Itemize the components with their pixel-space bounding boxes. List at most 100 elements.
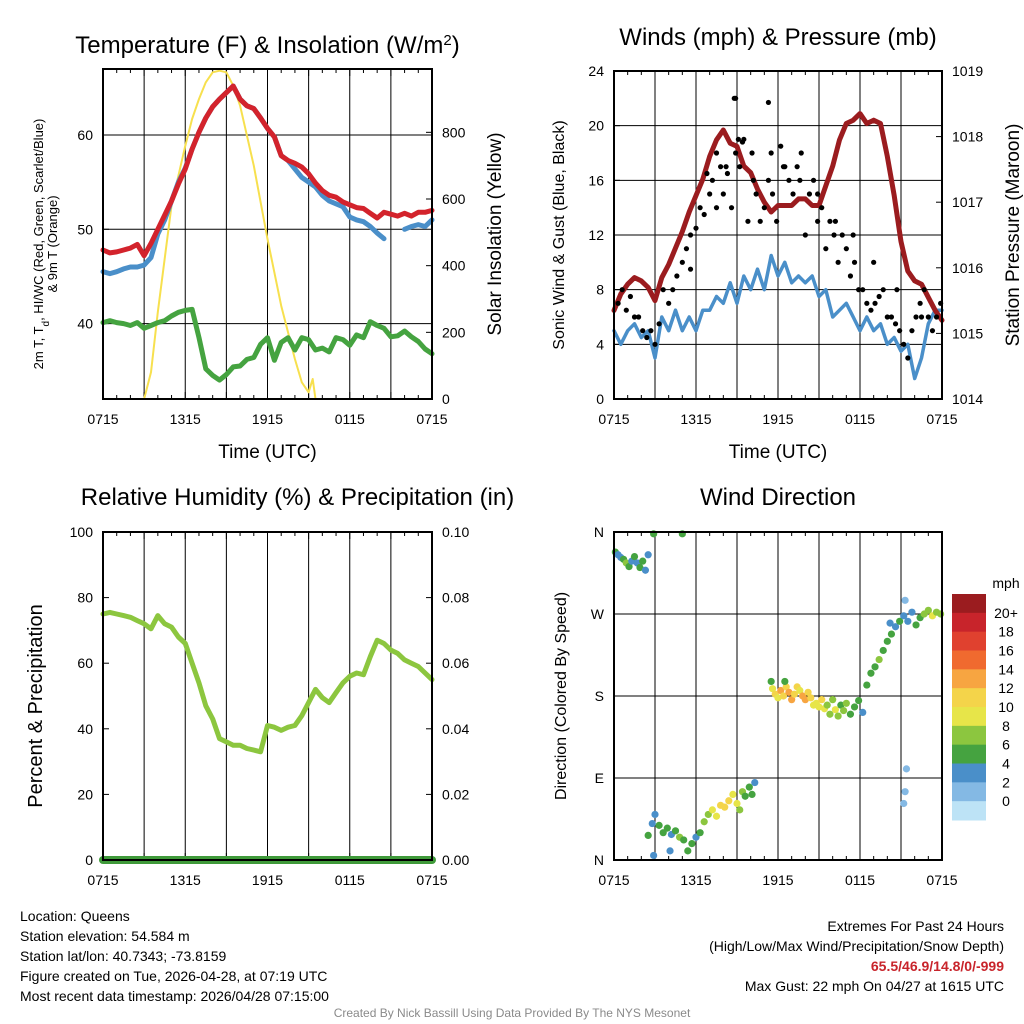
wind-direction-point <box>846 710 855 718</box>
gust-point <box>737 164 743 170</box>
y-axis-label-left: Direction (Colored By Speed) <box>553 592 570 800</box>
wind-direction-point <box>725 797 733 805</box>
gust-point <box>757 218 763 224</box>
gust-point <box>909 328 915 334</box>
station-elevation: Station elevation: 54.584 m <box>20 928 190 944</box>
gust-point <box>901 341 907 347</box>
gust-point <box>615 300 621 306</box>
gust-point <box>827 218 833 224</box>
wind-direction-point <box>671 827 680 835</box>
y-tick-label-left: N <box>594 524 604 540</box>
extremes-info: Extremes For Past 24 Hours (High/Low/Max… <box>709 916 1004 996</box>
gust-point <box>687 266 694 272</box>
wind-direction-point <box>781 677 789 686</box>
gust-point <box>871 259 877 265</box>
sonic-wind-line <box>612 253 944 381</box>
y-tick-label-right: 1018 <box>952 129 983 145</box>
y-tick-label-left: E <box>595 770 604 786</box>
wind-direction-point <box>782 683 790 691</box>
colorbar-label: 4 <box>1002 756 1010 772</box>
x-axis-label: Time (UTC) <box>218 442 317 463</box>
wind-direction-point <box>684 847 692 855</box>
gust-point <box>724 170 731 177</box>
plot-border <box>613 70 943 400</box>
y-tick-label-left: W <box>591 606 605 622</box>
x-tick-label: 1915 <box>252 411 283 427</box>
colorbar-label: 10 <box>998 699 1014 715</box>
gust-point <box>839 232 845 238</box>
wind-direction-point <box>901 788 909 796</box>
y-axis-label-left: Sonic Wind & Gust (Blue, Black) <box>551 120 568 349</box>
gust-point <box>798 150 804 156</box>
colorbar-swatch <box>952 650 986 670</box>
wind-direction-point <box>696 829 704 837</box>
wind-direction-point <box>937 610 945 618</box>
gust-point <box>872 300 878 306</box>
wind-direction-point <box>834 712 842 720</box>
wind-direction-point <box>733 799 741 808</box>
y-tick-label-left: 80 <box>77 590 93 606</box>
y-tick-label-right: 0.06 <box>442 655 469 671</box>
wind-direction-point <box>748 790 756 799</box>
plot-panel-4: 0715 1315 1915 0115 0715 N E S W N Wind Direction D… <box>553 484 1020 888</box>
y-tick-label-right: 0.02 <box>442 786 469 802</box>
y-tick-label-left: 16 <box>588 172 604 188</box>
y-tick-label-right: 1015 <box>952 325 983 341</box>
x-tick-label: 0715 <box>926 411 957 427</box>
gust-point <box>868 307 874 313</box>
y-tick-label-right: 1014 <box>952 391 983 407</box>
gust-point <box>929 328 936 334</box>
relative-humidity-line <box>100 609 435 755</box>
wind-direction-point <box>648 819 656 828</box>
y-tick-label-right: 600 <box>442 191 466 207</box>
colorbar-swatch <box>952 594 986 614</box>
2m-t-line <box>100 83 435 259</box>
gust-point <box>720 191 726 197</box>
wind-direction-point <box>826 710 834 718</box>
wind-direction-point <box>639 557 647 565</box>
gust-point <box>810 177 817 183</box>
figure-created: Figure created on Tue, 2026-04-28, at 07… <box>20 968 328 984</box>
wind-direction-point <box>777 686 785 695</box>
gust-point <box>644 334 650 341</box>
gust-point <box>819 205 825 211</box>
gust-point <box>831 232 837 238</box>
wind-direction-point <box>680 836 688 844</box>
label-part: 2m T, T <box>31 326 46 369</box>
gust-point <box>815 218 821 224</box>
gust-point <box>806 191 813 197</box>
gust-point <box>709 177 716 183</box>
colorbar-swatch <box>952 669 986 689</box>
gust-point <box>636 314 642 320</box>
x-tick-label: 0715 <box>87 872 118 888</box>
wind-direction-point <box>871 663 879 671</box>
colorbar-swatch <box>952 688 986 708</box>
wind-direction-point <box>708 806 717 814</box>
gust-point <box>627 293 634 300</box>
gust-point <box>674 273 680 279</box>
wind-direction-point <box>700 818 708 826</box>
gust-point <box>851 259 858 265</box>
y-axis-label-left: Percent & Precipitation <box>25 604 47 807</box>
y-tick-label-right: 800 <box>442 124 466 140</box>
gust-point <box>802 232 808 238</box>
wind-direction-point <box>924 606 932 614</box>
gust-point <box>888 314 895 320</box>
y-tick-label-left: S <box>595 688 604 704</box>
x-tick-label: 0715 <box>598 411 629 427</box>
plot-border <box>102 68 433 400</box>
colorbar-label: 8 <box>1002 718 1010 734</box>
gust-point <box>619 287 625 293</box>
gust-point <box>925 314 931 320</box>
wind-direction-point <box>712 812 721 820</box>
y-tick-label-left: 24 <box>588 63 604 79</box>
gust-point <box>733 150 739 156</box>
wind-direction-point <box>891 623 900 631</box>
gust-point <box>660 287 666 293</box>
gust-point <box>864 300 870 306</box>
x-tick-label: 0115 <box>335 411 365 427</box>
y-tick-label-left: 40 <box>77 316 93 332</box>
colorbar-swatch <box>952 725 986 746</box>
y-tick-label-right: 1016 <box>952 260 983 276</box>
gust-point <box>843 246 849 252</box>
